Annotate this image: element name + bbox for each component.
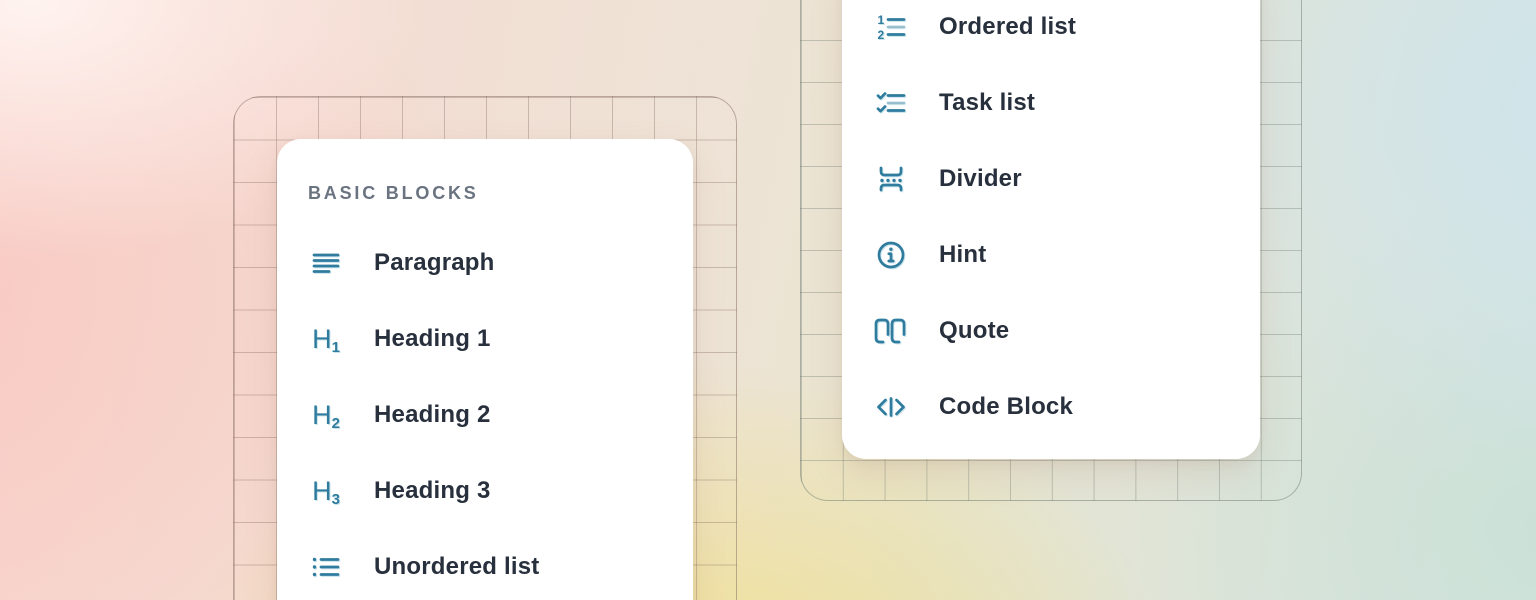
divider-icon (873, 162, 909, 196)
menu-item-quote[interactable]: Quote (842, 293, 1260, 369)
menu-item-label: Heading 1 (374, 325, 491, 352)
menu-item-label: Ordered list (939, 13, 1077, 40)
menu-item-ordered-list[interactable]: 1 2 Ordered list (842, 0, 1260, 65)
quote-icon (873, 314, 909, 348)
heading-2-icon: H2 (312, 399, 340, 432)
menu-item-divider[interactable]: Divider (842, 141, 1260, 217)
menu-list-left: Paragraph H1 Heading 1 H2 Heading 2 H3 Heading… (277, 225, 693, 600)
menu-item-label: Divider (939, 165, 1022, 192)
menu-item-code-block[interactable]: Code Block (842, 369, 1260, 445)
menu-item-unordered-list[interactable]: Unordered list (277, 529, 693, 600)
menu-item-heading-1[interactable]: H1 Heading 1 (277, 301, 693, 377)
menu-item-label: Quote (939, 317, 1010, 344)
basic-blocks-menu: BASIC BLOCKS Paragraph H1 Heading 1 H2 Headi… (277, 139, 693, 600)
menu-item-label: Heading 3 (374, 477, 491, 504)
svg-text:2: 2 (878, 28, 885, 42)
code-block-icon (873, 390, 909, 424)
paragraph-icon (308, 246, 344, 280)
menu-item-paragraph[interactable]: Paragraph (277, 225, 693, 301)
menu-item-label: Hint (939, 241, 987, 268)
unordered-list-icon (308, 550, 344, 584)
menu-item-task-list[interactable]: Task list (842, 65, 1260, 141)
menu-item-heading-2[interactable]: H2 Heading 2 (277, 377, 693, 453)
task-list-icon (873, 86, 909, 120)
menu-item-label: Heading 2 (374, 401, 491, 428)
menu-item-label: Task list (939, 89, 1036, 116)
svg-text:1: 1 (878, 13, 885, 27)
menu-list-right: 1 2 Ordered list Task list Divider Hint Quote C… (842, 0, 1260, 445)
menu-item-label: Code Block (939, 393, 1074, 420)
heading-1-icon: H1 (312, 323, 340, 356)
hint-icon (873, 238, 909, 272)
menu-item-heading-3[interactable]: H3 Heading 3 (277, 453, 693, 529)
heading-3-icon: H3 (312, 475, 340, 508)
menu-item-label: Unordered list (374, 553, 540, 580)
menu-item-label: Paragraph (374, 249, 495, 276)
section-label: BASIC BLOCKS (308, 183, 479, 203)
insert-blocks-menu: 1 2 Ordered list Task list Divider Hint Quote C… (842, 0, 1260, 459)
menu-item-hint[interactable]: Hint (842, 217, 1260, 293)
